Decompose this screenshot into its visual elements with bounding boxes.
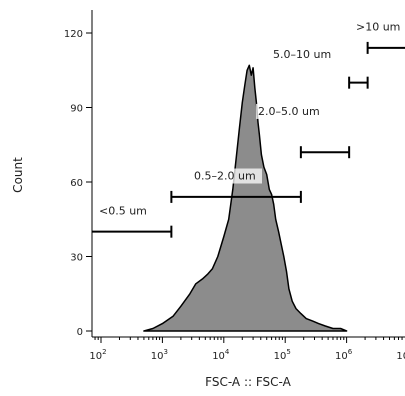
gate-label-bg <box>271 46 335 62</box>
x-tick-label: 106 <box>335 348 353 362</box>
y-tick-label: 30 <box>70 253 83 264</box>
y-tick-label: 0 <box>77 327 83 338</box>
x-tick-label: 103 <box>151 348 168 362</box>
gate-markers <box>92 41 405 238</box>
y-axis-label: Count <box>11 157 25 193</box>
gate-label: 0.5–2.0 um <box>194 170 256 183</box>
x-tick-label: 107 <box>396 348 405 362</box>
histogram-area <box>143 64 348 332</box>
x-tick-label: 104 <box>212 348 230 362</box>
gate-label: 2.0–5.0 um <box>258 105 320 118</box>
y-tick-label: 60 <box>70 178 83 189</box>
gate-label-bg <box>97 203 148 219</box>
gate-label-bg <box>354 19 398 35</box>
gate-label: 5.0–10 um <box>273 48 331 61</box>
y-tick-label: 120 <box>64 29 83 40</box>
gate-labels: <0.5 um 0.5–2.0 um 2.0–5.0 um 5.0–10 um >10 … <box>97 19 400 219</box>
y-axis-ticks: 0 30 60 90 120 <box>64 29 92 338</box>
x-tick-label: 102 <box>89 348 106 362</box>
gate-label: <0.5 um <box>99 204 147 217</box>
gate-label: >10 um <box>356 21 400 34</box>
x-tick-label: 105 <box>274 348 291 362</box>
x-axis-label: FSC-A :: FSC-A <box>205 375 291 389</box>
y-tick-label: 90 <box>70 104 83 115</box>
x-axis-ticks: 102 103 104 105 106 107 <box>89 337 405 362</box>
gate-label-bg <box>192 168 262 184</box>
gate-label-bg <box>256 103 326 119</box>
